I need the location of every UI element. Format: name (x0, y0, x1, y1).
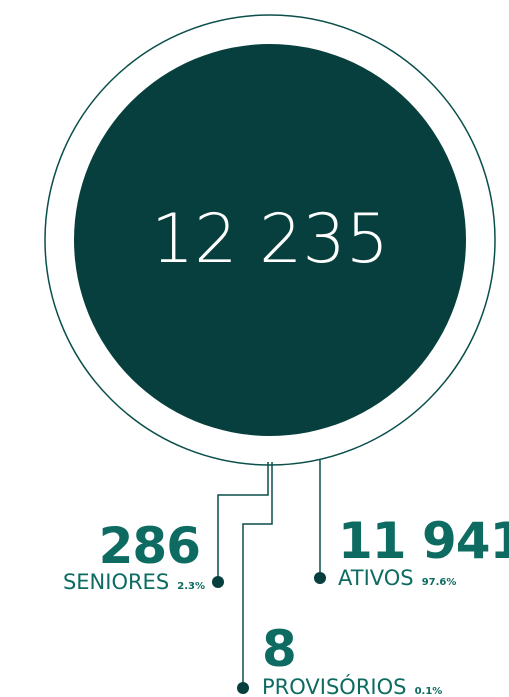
group-label: ATIVOS (338, 566, 414, 590)
connector-dot (314, 572, 326, 584)
group-value: 8 (262, 620, 296, 678)
connector-dot (212, 576, 224, 588)
connector-lines (217, 459, 321, 688)
group-value: 286 (99, 517, 200, 575)
group-percent: 97.6% (422, 577, 457, 588)
outer-ring (44, 14, 496, 466)
group-percent: 2.3% (177, 581, 205, 592)
group-label-line: SENIORES 2.3% (63, 570, 205, 594)
group-percent: 0.1% (415, 686, 443, 697)
total-circle (74, 44, 466, 436)
group-label-line: PROVISÓRIOS 0.1% (262, 674, 442, 697)
group-label: SENIORES (63, 570, 169, 594)
group-value: 11 941 (338, 512, 509, 570)
connector-dot (237, 682, 249, 694)
group-label: PROVISÓRIOS (262, 674, 406, 697)
group-label-line: ATIVOS 97.6% (338, 566, 456, 590)
total-value: 12 235 (151, 200, 389, 279)
